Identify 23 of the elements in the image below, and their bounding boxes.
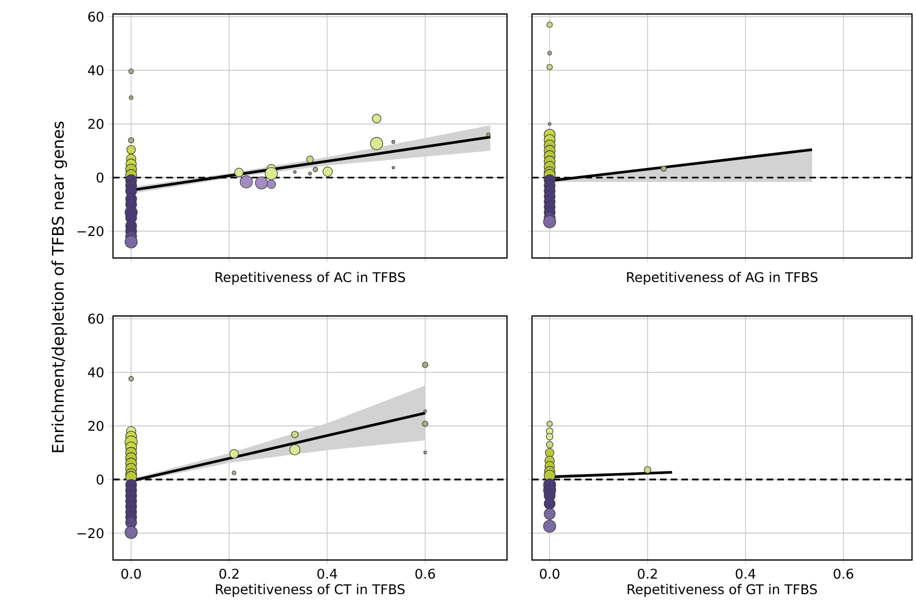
- y-tick-label: 40: [88, 65, 104, 76]
- y-tick-label: 40: [88, 367, 104, 378]
- y-axis-title: Enrichment/depletion of TFBS near genes: [52, 122, 67, 452]
- y-tick-label: 60: [88, 314, 104, 324]
- x-tick-label: 0.6: [415, 568, 435, 579]
- y-tick-label: −20: [78, 528, 104, 538]
- x-tick-label: 0.2: [638, 568, 657, 579]
- x-tick-label: 0.6: [834, 568, 854, 579]
- x-axis-title: Repetitiveness of CT in TFBS: [216, 584, 405, 597]
- x-axis-title: Repetitiveness of GT in TFBS: [628, 584, 817, 597]
- y-tick-label: 20: [88, 118, 104, 129]
- x-axis-title: Repetitiveness of AG in TFBS: [627, 272, 818, 285]
- x-tick-label: 0.4: [317, 568, 338, 579]
- x-axis-title: Repetitiveness of AC in TFBS: [216, 272, 405, 285]
- x-tick-label: 0.4: [736, 568, 756, 579]
- x-tick-label: 0.0: [540, 568, 560, 579]
- x-tick-label: 0.2: [219, 568, 238, 579]
- y-tick-label: 20: [88, 420, 104, 431]
- y-tick-label: 0: [96, 474, 104, 485]
- y-tick-label: 60: [88, 12, 104, 22]
- y-tick-label: −20: [78, 226, 104, 236]
- y-tick-label: 0: [96, 172, 104, 183]
- x-tick-label: 0.0: [121, 568, 141, 579]
